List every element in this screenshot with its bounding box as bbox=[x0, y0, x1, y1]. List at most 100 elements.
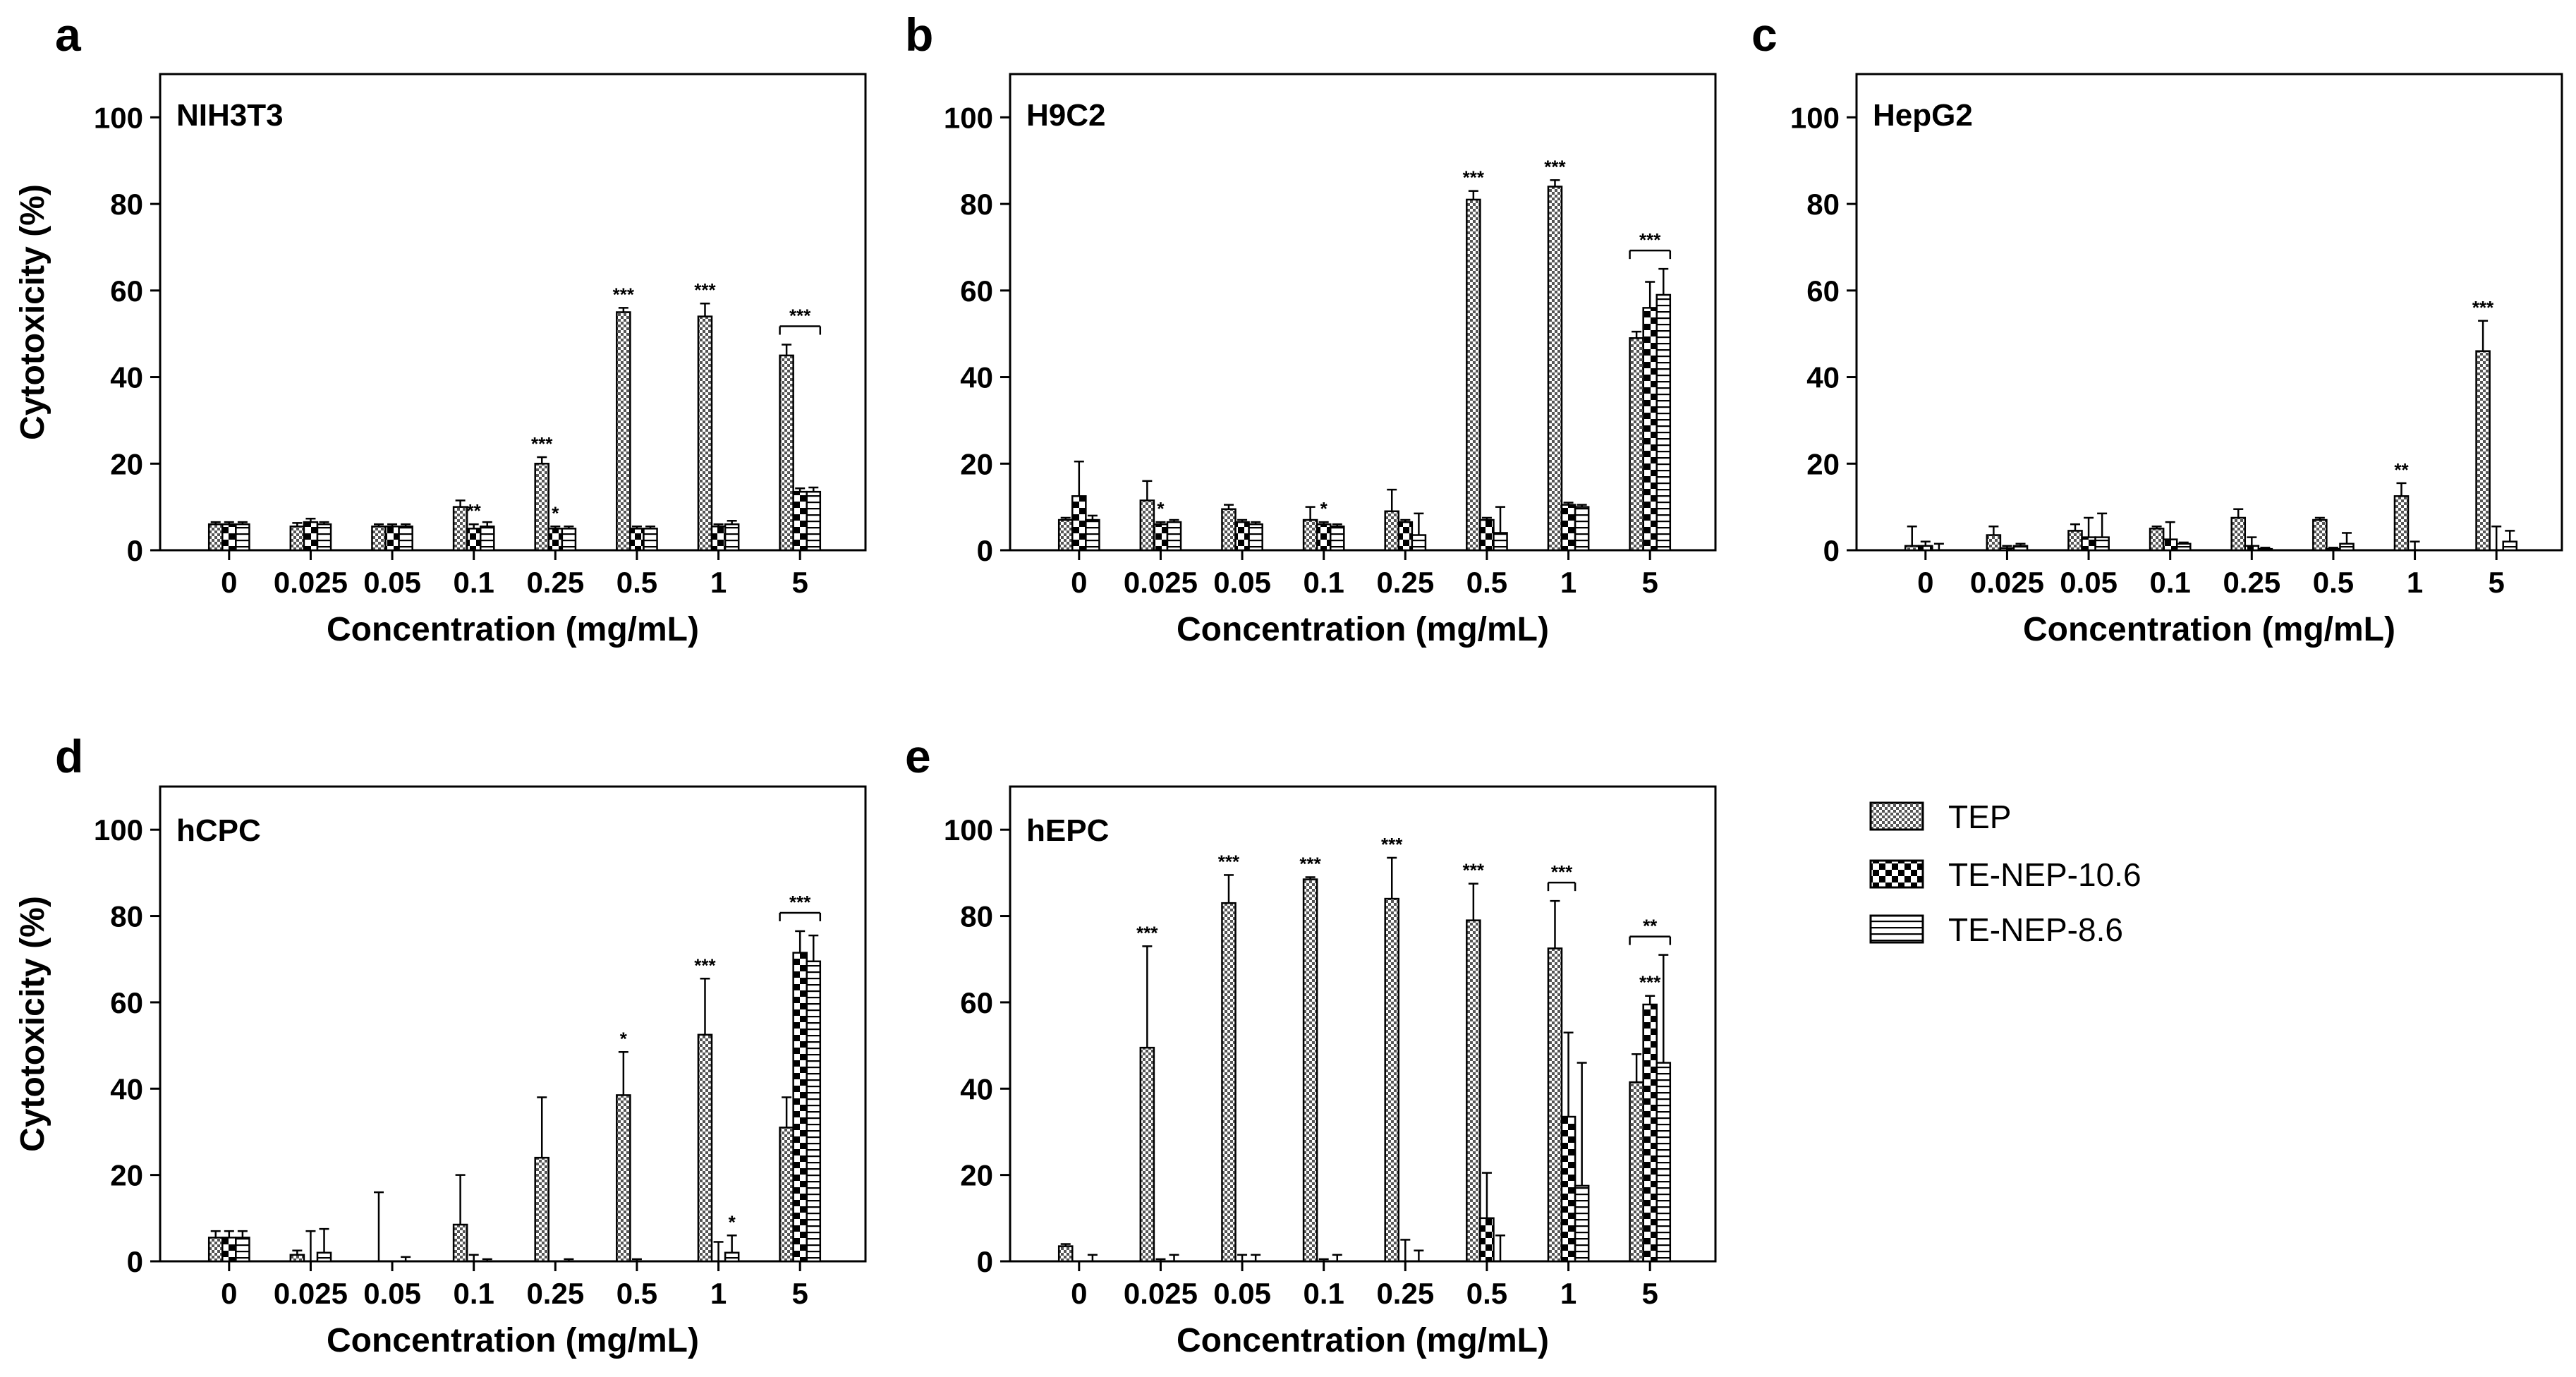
y-tick-label: 60 bbox=[1806, 274, 1840, 308]
x-tick-label: 0.1 bbox=[2149, 566, 2190, 599]
bar-te-nep-10-6 bbox=[2326, 547, 2341, 552]
bar-te-nep-8-6 bbox=[1574, 506, 1590, 552]
bar-te-nep-8-6 bbox=[643, 528, 658, 552]
x-tick-label: 0.05 bbox=[1213, 1277, 1271, 1310]
y-axis-title-a: Cytotoxicity (%) bbox=[14, 184, 51, 440]
y-tick-label: 80 bbox=[110, 900, 143, 933]
bar-te-nep-10-6 bbox=[1316, 523, 1332, 552]
bar-te-nep-10-6 bbox=[1642, 307, 1658, 552]
legend-label-tep: TEP bbox=[1948, 799, 2011, 835]
bar-tep bbox=[207, 523, 224, 552]
y-tick-label: 60 bbox=[110, 986, 143, 1019]
bar-tep bbox=[697, 315, 713, 552]
bar-te-nep-10-6 bbox=[1999, 547, 2015, 552]
x-tick-label: 0.05 bbox=[2060, 566, 2118, 599]
bar-te-nep-10-6 bbox=[1479, 1217, 1495, 1263]
bar-te-nep-10-6 bbox=[466, 528, 482, 552]
significance-label: *** bbox=[1551, 861, 1573, 882]
bar-tep bbox=[1057, 518, 1074, 552]
bar-te-nep-10-6 bbox=[792, 490, 808, 552]
significance-label: *** bbox=[789, 892, 811, 913]
y-tick-label: 20 bbox=[960, 447, 993, 480]
y-tick-label: 80 bbox=[960, 188, 993, 221]
y-tick-label: 40 bbox=[1806, 361, 1840, 394]
x-tick-label: 0.1 bbox=[453, 566, 494, 599]
y-tick-label: 40 bbox=[110, 1072, 143, 1105]
bar-te-nep-8-6 bbox=[1411, 534, 1427, 552]
bar-te-nep-10-6 bbox=[303, 521, 319, 552]
bar-te-nep-8-6 bbox=[561, 528, 577, 552]
chart-panel-c: c HepG2 0 20 40 60 80 100 0 0.025 0.05 0.1 0.25 0.5 1 5… bbox=[1751, 8, 2563, 648]
panel-title-d: hCPC bbox=[176, 813, 261, 848]
bar-tep bbox=[1302, 518, 1318, 552]
bar-tep bbox=[371, 526, 387, 552]
y-tick-label: 0 bbox=[977, 534, 993, 567]
significance-label: *** bbox=[1381, 834, 1403, 855]
bar-tep bbox=[697, 1033, 713, 1263]
y-tick-label: 100 bbox=[1790, 101, 1840, 134]
bar-te-nep-10-6 bbox=[1234, 521, 1250, 552]
y-tick-label: 100 bbox=[94, 813, 143, 847]
significance-label: ** bbox=[2394, 459, 2409, 480]
x-tick-label: 0 bbox=[1071, 566, 1087, 599]
bar-tep bbox=[1466, 919, 1481, 1263]
panel-letter-a: a bbox=[55, 8, 82, 61]
bar-tep bbox=[1629, 1081, 1644, 1263]
bar-tep bbox=[452, 506, 468, 552]
bar-te-nep-8-6 bbox=[2257, 547, 2273, 552]
bar-tep bbox=[289, 526, 305, 552]
x-tick-label: 0.25 bbox=[1376, 1277, 1434, 1310]
x-tick-label: 0.025 bbox=[274, 566, 348, 599]
x-tick-label: 0 bbox=[221, 1277, 237, 1310]
bar-te-nep-10-6 bbox=[1071, 495, 1087, 552]
x-tick-label: 0.1 bbox=[453, 1277, 494, 1310]
bar-te-nep-8-6 bbox=[1248, 523, 1263, 552]
significance-label: *** bbox=[531, 433, 553, 454]
x-tick-label: 5 bbox=[1642, 1277, 1658, 1310]
bar-tep bbox=[1547, 186, 1563, 552]
bar-te-nep-8-6 bbox=[316, 1251, 332, 1263]
bar-tep bbox=[616, 1094, 631, 1263]
bar-te-nep-8-6 bbox=[724, 1251, 740, 1263]
x-axis-title-d: Concentration (mg/mL) bbox=[327, 1322, 699, 1359]
plot-frame-e bbox=[1009, 785, 1717, 1263]
y-tick-label: 0 bbox=[127, 534, 143, 567]
bar-te-nep-10-6 bbox=[384, 526, 400, 552]
bar-tep bbox=[1466, 198, 1481, 552]
y-tick-label: 80 bbox=[110, 188, 143, 221]
bar-te-nep-8-6 bbox=[1493, 532, 1508, 552]
x-tick-label: 0.25 bbox=[1376, 566, 1434, 599]
bar-tep bbox=[779, 1127, 794, 1263]
panel-title-c: HepG2 bbox=[1873, 98, 1973, 133]
significance-label: *** bbox=[1136, 922, 1158, 943]
panel-title-a: NIH3T3 bbox=[176, 98, 284, 133]
bar-te-nep-10-6 bbox=[2162, 538, 2178, 552]
significance-label: ** bbox=[1643, 916, 1658, 937]
bar-te-nep-8-6 bbox=[235, 1237, 250, 1263]
x-tick-label: 5 bbox=[2489, 566, 2505, 599]
bar-tep bbox=[1057, 1245, 1074, 1263]
significance-label: *** bbox=[1639, 229, 1661, 250]
x-tick-label: 0 bbox=[221, 566, 237, 599]
panel-letter-e: e bbox=[905, 730, 931, 782]
significance-label: * bbox=[1320, 498, 1328, 519]
x-tick-label: 0.5 bbox=[1466, 1277, 1507, 1310]
panel-letter-b: b bbox=[905, 8, 933, 61]
plot-frame-c bbox=[1855, 73, 2563, 552]
y-tick-label: 40 bbox=[110, 361, 143, 394]
significance-label: *** bbox=[1639, 972, 1661, 993]
significance-label: *** bbox=[1463, 167, 1485, 188]
bar-te-nep-10-6 bbox=[710, 526, 727, 552]
legend-item-te-nep-8-6: TE-NEP-8.6 bbox=[1869, 911, 2123, 948]
significance-label: *** bbox=[1299, 853, 1321, 874]
bar-te-nep-8-6 bbox=[806, 960, 822, 1263]
chart-panel-b: b H9C2 0 20 40 60 80 100 0 0.025 0.05 0.1 0.25 0.5 1 5 C… bbox=[905, 8, 1717, 648]
bar-tep bbox=[534, 463, 550, 552]
panel-title-e: hEPC bbox=[1026, 813, 1109, 848]
x-axis-title-c: Concentration (mg/mL) bbox=[2023, 611, 2395, 648]
bar-tep bbox=[2230, 516, 2247, 552]
bar-te-nep-10-6 bbox=[221, 523, 237, 552]
bar-te-nep-10-6 bbox=[1560, 1115, 1576, 1263]
bar-tep bbox=[207, 1237, 224, 1263]
x-tick-label: 5 bbox=[792, 566, 808, 599]
